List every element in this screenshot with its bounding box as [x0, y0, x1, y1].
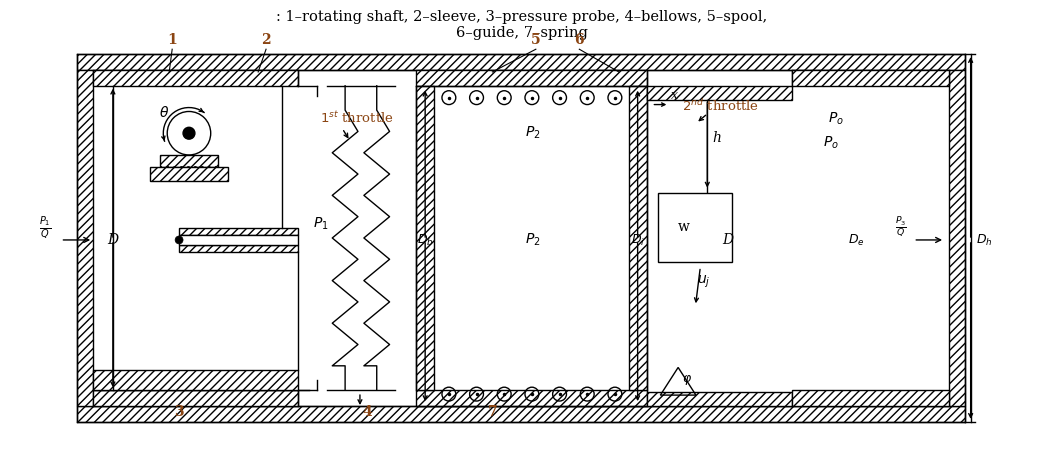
Bar: [629, 86, 647, 390]
Bar: [77, 406, 965, 422]
Bar: [93, 390, 298, 406]
Bar: [160, 155, 217, 167]
Text: : 1–rotating shaft, 2–sleeve, 3–pressure probe, 4–bellows, 5–spool,: : 1–rotating shaft, 2–sleeve, 3–pressure…: [276, 9, 768, 24]
Bar: [647, 392, 792, 406]
Text: $D_b$: $D_b$: [417, 232, 434, 247]
Bar: [416, 390, 647, 406]
Text: $u_j$: $u_j$: [697, 273, 711, 290]
Bar: [647, 86, 792, 100]
Text: h: h: [713, 131, 721, 145]
Text: $P_2$: $P_2$: [525, 232, 540, 248]
Text: $1^{st}$ throttle: $1^{st}$ throttle: [321, 110, 394, 126]
Text: $2^{nd}$ throttle: $2^{nd}$ throttle: [682, 98, 759, 113]
Bar: [179, 228, 298, 235]
Bar: [949, 70, 965, 406]
Bar: [792, 70, 949, 86]
Text: $\frac{P_3}{Q}$: $\frac{P_3}{Q}$: [895, 216, 906, 240]
Bar: [792, 390, 949, 406]
Text: $P_o$: $P_o$: [829, 110, 844, 126]
Bar: [416, 70, 647, 86]
Text: 1: 1: [167, 33, 177, 47]
Text: $\frac{P_1}{Q}$: $\frac{P_1}{Q}$: [40, 215, 52, 241]
Text: D: D: [722, 233, 734, 247]
Bar: [416, 86, 434, 390]
Bar: [179, 235, 298, 245]
Text: x: x: [671, 89, 678, 101]
Text: $D_e$: $D_e$: [847, 232, 864, 247]
Text: D: D: [108, 233, 118, 247]
Text: $P_2$: $P_2$: [525, 125, 540, 142]
Bar: [93, 371, 298, 390]
Text: $\theta$: $\theta$: [159, 105, 169, 120]
Bar: [150, 167, 228, 181]
Text: 4: 4: [362, 405, 372, 419]
Text: 6: 6: [575, 33, 584, 47]
Bar: [77, 70, 93, 406]
Bar: [93, 70, 298, 86]
Text: 6–guide, 7–spring: 6–guide, 7–spring: [456, 26, 588, 41]
Circle shape: [176, 236, 183, 244]
Text: 3: 3: [175, 405, 184, 419]
Text: $D_i$: $D_i$: [630, 232, 645, 247]
Text: 2: 2: [261, 33, 271, 47]
Text: $P_1$: $P_1$: [312, 216, 328, 232]
Circle shape: [183, 127, 195, 139]
Text: $D_h$: $D_h$: [976, 232, 993, 247]
Text: $P_o$: $P_o$: [823, 135, 839, 152]
Bar: [179, 245, 298, 252]
Text: 7: 7: [488, 405, 497, 419]
Text: 5: 5: [531, 33, 540, 47]
Text: $\varphi$: $\varphi$: [682, 373, 692, 387]
Bar: [77, 54, 965, 70]
Text: w: w: [677, 220, 690, 234]
Bar: [658, 193, 733, 261]
